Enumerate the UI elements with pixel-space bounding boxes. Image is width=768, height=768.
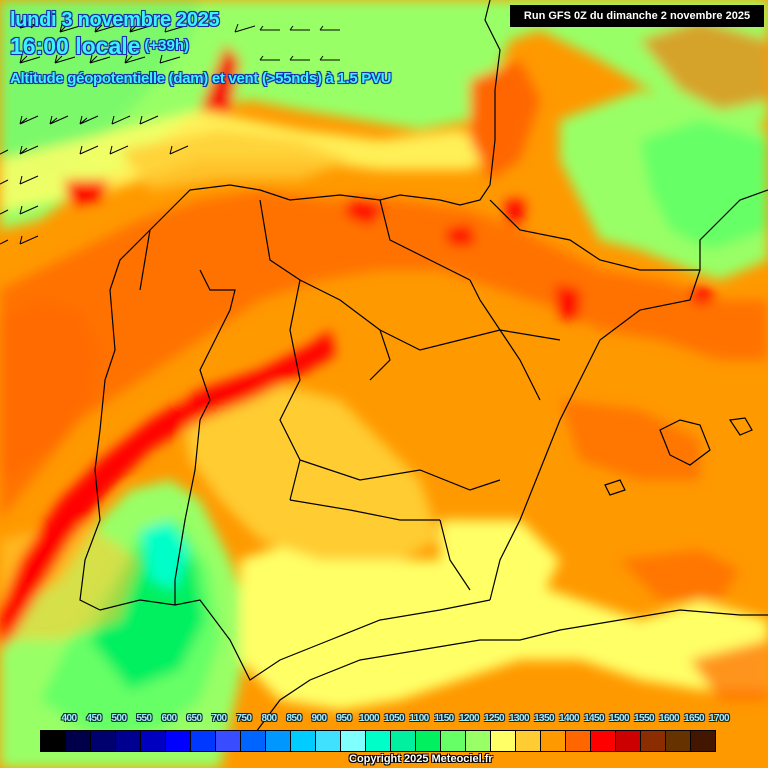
colorbar-label: 400 bbox=[61, 713, 77, 724]
colorbar-label: 900 bbox=[311, 713, 327, 724]
coastline-borders bbox=[79, 0, 768, 741]
lead-time: (+39h) bbox=[144, 37, 190, 54]
colorbar-swatch bbox=[66, 731, 91, 751]
run-info-box: Run GFS 0Z du dimanche 2 novembre 2025 bbox=[510, 5, 764, 27]
colorbar-swatch bbox=[691, 731, 715, 751]
colorbar-swatch bbox=[616, 731, 641, 751]
colorbar-label: 600 bbox=[161, 713, 177, 724]
colorbar-label: 1200 bbox=[459, 713, 479, 724]
colorbar-label: 1350 bbox=[534, 713, 554, 724]
colorbar-swatch bbox=[316, 731, 341, 751]
colorbar-swatch bbox=[241, 731, 266, 751]
colorbar-label: 450 bbox=[86, 713, 102, 724]
colorbar-swatch bbox=[216, 731, 241, 751]
colorbar-swatch bbox=[116, 731, 141, 751]
colorbar-label: 550 bbox=[136, 713, 152, 724]
colorbar-swatch bbox=[391, 731, 416, 751]
colorbar-label: 1400 bbox=[559, 713, 579, 724]
forecast-time-label: 16:00 locale bbox=[10, 33, 141, 59]
colorbar-swatch bbox=[466, 731, 491, 751]
colorbar-swatch bbox=[541, 731, 566, 751]
colorbar-swatch bbox=[41, 731, 66, 751]
colorbar-label: 750 bbox=[236, 713, 252, 724]
colorbar-swatch bbox=[341, 731, 366, 751]
colorbar-swatch bbox=[291, 731, 316, 751]
colorbar-label: 1150 bbox=[434, 713, 454, 724]
colorbar-swatch bbox=[166, 731, 191, 751]
colorbar-label: 1000 bbox=[359, 713, 379, 724]
copyright-text: Copyright 2025 Meteociel.fr bbox=[349, 753, 493, 765]
colorbar-label: 1700 bbox=[709, 713, 729, 724]
colorbar-label: 1500 bbox=[609, 713, 629, 724]
colorbar-label: 1250 bbox=[484, 713, 504, 724]
colorbar-swatch bbox=[416, 731, 441, 751]
colorbar-swatch bbox=[441, 731, 466, 751]
colorbar-label: 1600 bbox=[659, 713, 679, 724]
colorbar-swatch bbox=[591, 731, 616, 751]
colorbar-swatch bbox=[91, 731, 116, 751]
wind-barbs bbox=[0, 19, 340, 245]
colorbar-label: 1300 bbox=[509, 713, 529, 724]
colorbar-label: 650 bbox=[186, 713, 202, 724]
colorbar-label: 850 bbox=[286, 713, 302, 724]
colorbar-swatch bbox=[566, 731, 591, 751]
colorbar-swatch bbox=[666, 731, 691, 751]
colorbar-label: 1650 bbox=[684, 713, 704, 724]
colorbar-label: 500 bbox=[111, 713, 127, 724]
colorbar-swatch bbox=[491, 731, 516, 751]
colorbar-swatch bbox=[516, 731, 541, 751]
colorbar-swatch bbox=[266, 731, 291, 751]
colorbar-label: 950 bbox=[336, 713, 352, 724]
colorbar-swatch bbox=[366, 731, 391, 751]
colorbar-label: 1100 bbox=[409, 713, 429, 724]
colorbar-label: 1450 bbox=[584, 713, 604, 724]
colorbar bbox=[40, 730, 716, 752]
map-subtitle: Altitude géopotentielle (dam) et vent (>… bbox=[10, 70, 392, 87]
colorbar-label: 1550 bbox=[634, 713, 654, 724]
forecast-date: lundi 3 novembre 2025 bbox=[10, 9, 220, 31]
colorbar-swatch bbox=[641, 731, 666, 751]
colorbar-label: 800 bbox=[261, 713, 277, 724]
colorbar-label: 1050 bbox=[384, 713, 404, 724]
colorbar-swatch bbox=[141, 731, 166, 751]
colorbar-label: 700 bbox=[211, 713, 227, 724]
forecast-time: 16:00 locale (+39h) bbox=[10, 33, 189, 60]
colorbar-swatch bbox=[191, 731, 216, 751]
